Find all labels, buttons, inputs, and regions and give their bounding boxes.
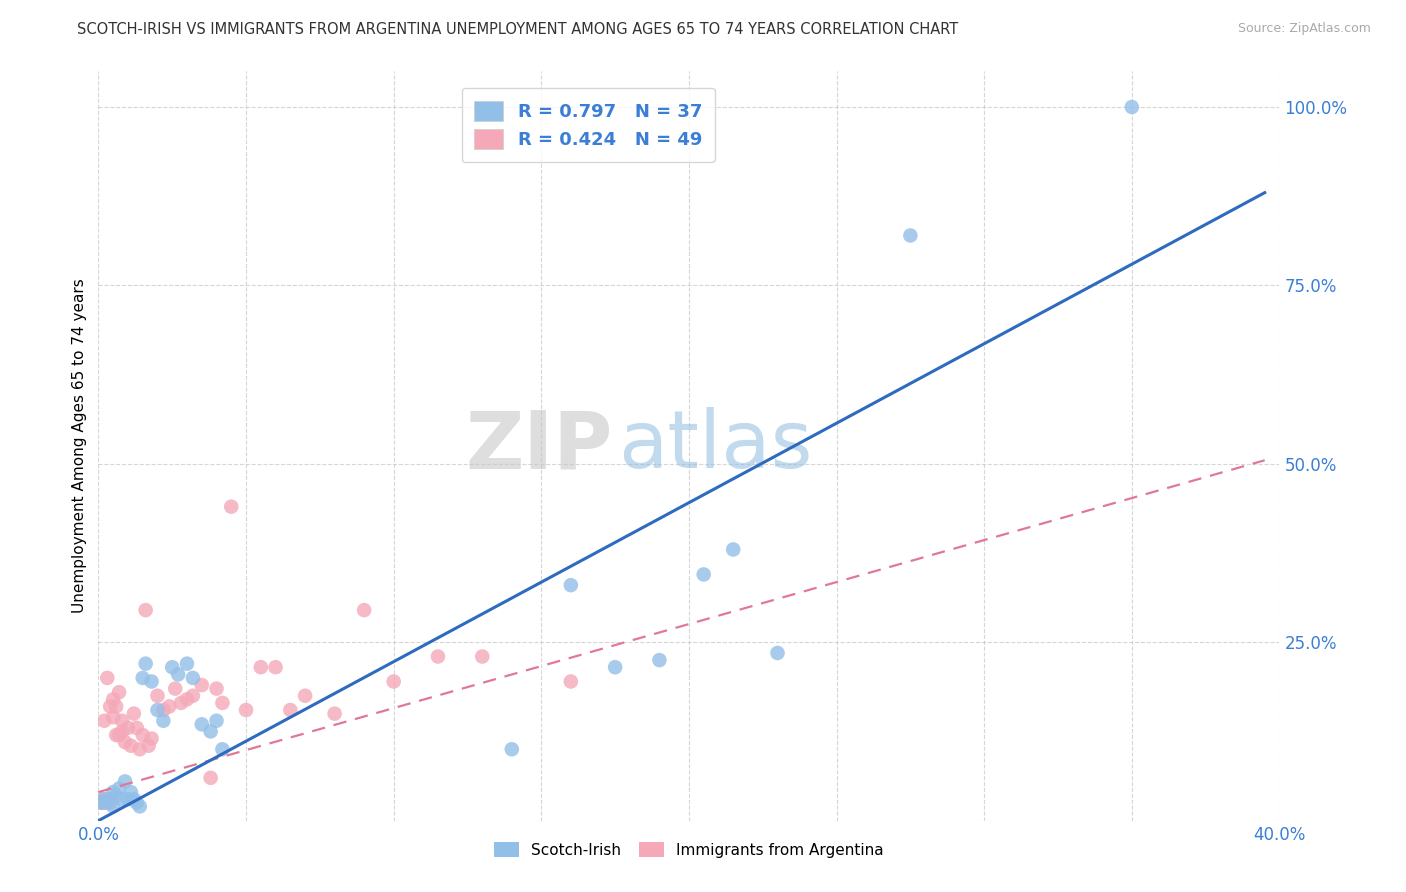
Point — [108, 728, 131, 742]
Point — [117, 792, 139, 806]
Point — [90, 792, 112, 806]
Point — [128, 742, 150, 756]
Point — [152, 714, 174, 728]
Point — [135, 657, 157, 671]
Point — [191, 717, 214, 731]
Legend: Scotch-Irish, Immigrants from Argentina: Scotch-Irish, Immigrants from Argentina — [486, 834, 891, 865]
Point — [176, 692, 198, 706]
Point — [280, 703, 302, 717]
Point — [111, 724, 134, 739]
Point — [181, 689, 204, 703]
Point — [98, 796, 121, 810]
Point — [108, 781, 131, 796]
Point — [103, 799, 125, 814]
Point — [200, 771, 222, 785]
Text: atlas: atlas — [619, 407, 813, 485]
Point — [560, 578, 582, 592]
Point — [211, 696, 233, 710]
Point — [146, 689, 169, 703]
Point — [138, 739, 160, 753]
Point — [125, 796, 148, 810]
Point — [900, 228, 922, 243]
Text: ZIP: ZIP — [465, 407, 612, 485]
Point — [181, 671, 204, 685]
Point — [141, 731, 163, 746]
Point — [111, 792, 134, 806]
Point — [235, 703, 257, 717]
Point — [135, 603, 157, 617]
Point — [648, 653, 671, 667]
Point — [98, 699, 121, 714]
Point — [93, 792, 115, 806]
Point — [560, 674, 582, 689]
Point — [90, 796, 112, 810]
Point — [205, 714, 228, 728]
Point — [191, 678, 214, 692]
Point — [693, 567, 716, 582]
Point — [605, 660, 627, 674]
Point — [122, 706, 145, 721]
Point — [323, 706, 346, 721]
Point — [157, 699, 180, 714]
Text: SCOTCH-IRISH VS IMMIGRANTS FROM ARGENTINA UNEMPLOYMENT AMONG AGES 65 TO 74 YEARS: SCOTCH-IRISH VS IMMIGRANTS FROM ARGENTIN… — [77, 22, 959, 37]
Text: Source: ZipAtlas.com: Source: ZipAtlas.com — [1237, 22, 1371, 36]
Point — [152, 703, 174, 717]
Point — [501, 742, 523, 756]
Point — [122, 792, 145, 806]
Point — [114, 735, 136, 749]
Point — [103, 692, 125, 706]
Point — [471, 649, 494, 664]
Point — [103, 710, 125, 724]
Point — [114, 774, 136, 789]
Point — [205, 681, 228, 696]
Point — [146, 703, 169, 717]
Point — [211, 742, 233, 756]
Point — [170, 696, 193, 710]
Point — [93, 796, 115, 810]
Point — [120, 739, 142, 753]
Point — [90, 796, 112, 810]
Point — [96, 792, 118, 806]
Point — [427, 649, 450, 664]
Point — [117, 721, 139, 735]
Y-axis label: Unemployment Among Ages 65 to 74 years: Unemployment Among Ages 65 to 74 years — [72, 278, 87, 614]
Point — [165, 681, 187, 696]
Point — [162, 660, 183, 674]
Point — [723, 542, 745, 557]
Point — [167, 667, 190, 681]
Point — [221, 500, 243, 514]
Point — [103, 785, 125, 799]
Point — [766, 646, 789, 660]
Point — [264, 660, 287, 674]
Point — [1121, 100, 1143, 114]
Point — [125, 721, 148, 735]
Point — [176, 657, 198, 671]
Point — [98, 792, 121, 806]
Point — [108, 685, 131, 699]
Point — [93, 714, 115, 728]
Point — [128, 799, 150, 814]
Point — [141, 674, 163, 689]
Point — [200, 724, 222, 739]
Point — [132, 671, 155, 685]
Point — [353, 603, 375, 617]
Point — [294, 689, 316, 703]
Point — [96, 671, 118, 685]
Point — [120, 785, 142, 799]
Point — [96, 796, 118, 810]
Point — [132, 728, 155, 742]
Point — [105, 789, 128, 803]
Point — [105, 728, 128, 742]
Point — [105, 699, 128, 714]
Point — [111, 714, 134, 728]
Point — [250, 660, 273, 674]
Point — [382, 674, 405, 689]
